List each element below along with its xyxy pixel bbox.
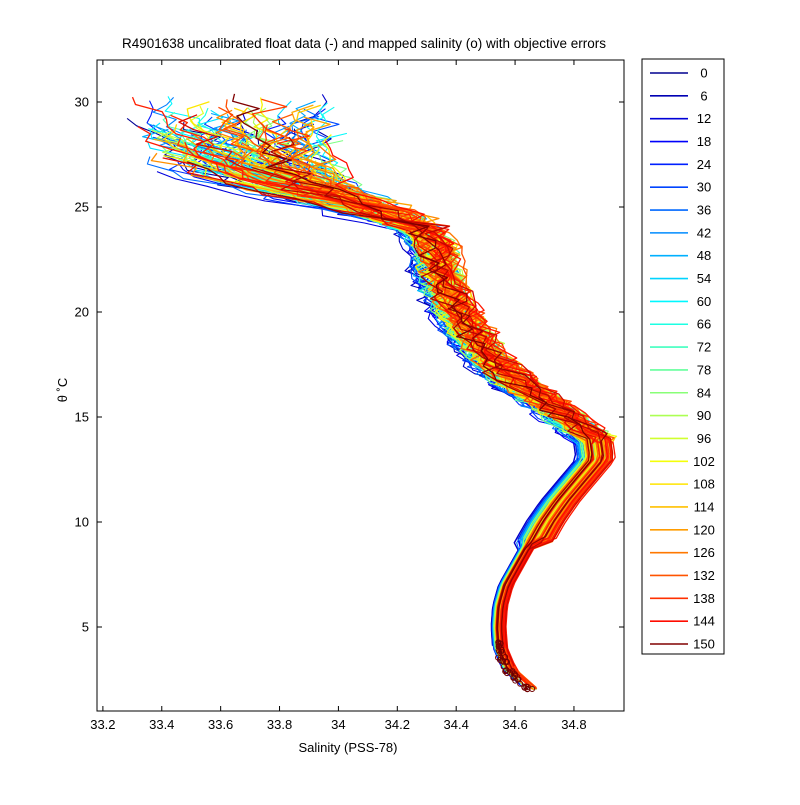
mapped-salinity-marker bbox=[496, 642, 503, 649]
profile-line bbox=[232, 93, 593, 676]
legend-label: 114 bbox=[694, 499, 715, 514]
chart-title: R4901638 uncalibrated float data (-) and… bbox=[122, 36, 606, 51]
axes-frame bbox=[96, 59, 625, 712]
y-tick-label: 30 bbox=[75, 95, 89, 110]
profile-line bbox=[178, 114, 614, 667]
legend-label: 12 bbox=[697, 111, 711, 126]
mapped-salinity-marker bbox=[524, 685, 531, 692]
legend-label: 18 bbox=[697, 134, 711, 149]
legend-label: 126 bbox=[693, 545, 715, 560]
profile-line bbox=[137, 126, 616, 671]
legend-box bbox=[641, 58, 725, 655]
legend-label: 60 bbox=[697, 294, 711, 309]
legend-label: 132 bbox=[693, 568, 715, 583]
legend-label: 150 bbox=[693, 637, 715, 652]
legend-label: 66 bbox=[697, 317, 711, 332]
legend-label: 96 bbox=[697, 431, 711, 446]
legend-label: 144 bbox=[693, 614, 715, 629]
legend-label: 36 bbox=[697, 203, 711, 218]
y-tick-label: 25 bbox=[75, 200, 89, 215]
mapped-salinity-marker bbox=[504, 658, 511, 665]
legend-label: 72 bbox=[697, 340, 711, 355]
legend-label: 90 bbox=[697, 408, 711, 423]
legend-label: 54 bbox=[697, 271, 711, 286]
mapped-salinity-marker bbox=[498, 648, 505, 655]
legend-label: 6 bbox=[700, 88, 707, 103]
x-axis-ticks: 33.2 33.4 33.6 33.8 34 34.2 34.4 34.6 34.8 bbox=[90, 60, 587, 732]
legend: 0 6 12 18 24 30 36 42 48 54 60 66 72 78 84 90 96 102 108 11… bbox=[641, 58, 725, 655]
mapped-salinity-marker bbox=[521, 684, 528, 691]
mapped-salinity-marker bbox=[510, 674, 517, 681]
legend-label: 42 bbox=[697, 225, 711, 240]
x-tick-label: 33.4 bbox=[149, 717, 174, 732]
mapped-salinity-marker bbox=[495, 643, 502, 650]
y-tick-label: 20 bbox=[75, 305, 89, 320]
mapped-salinity-marker bbox=[500, 657, 507, 664]
x-tick-label: 33.8 bbox=[267, 717, 292, 732]
legend-label: 0 bbox=[700, 66, 707, 81]
legend-label: 102 bbox=[693, 454, 715, 469]
y-tick-label: 5 bbox=[82, 620, 89, 635]
legend-label: 138 bbox=[693, 591, 715, 606]
y-axis-ticks: 5 10 15 20 25 30 bbox=[75, 95, 624, 635]
legend-label: 78 bbox=[697, 362, 711, 377]
y-tick-label: 15 bbox=[75, 410, 89, 425]
legend-label: 24 bbox=[697, 157, 711, 172]
mapped-salinity-marker bbox=[500, 663, 507, 670]
legend-label: 84 bbox=[697, 385, 711, 400]
x-tick-label: 34 bbox=[331, 717, 345, 732]
legend-label: 108 bbox=[693, 477, 715, 492]
x-tick-label: 33.6 bbox=[208, 717, 233, 732]
mapped-salinity-marker bbox=[517, 680, 524, 687]
x-tick-label: 33.2 bbox=[90, 717, 115, 732]
x-tick-label: 34.2 bbox=[385, 717, 410, 732]
x-tick-label: 34.6 bbox=[502, 717, 527, 732]
x-axis-label: Salinity (PSS-78) bbox=[299, 740, 398, 755]
profiles-layer bbox=[126, 93, 618, 693]
y-tick-label: 10 bbox=[75, 515, 89, 530]
x-tick-label: 34.8 bbox=[561, 717, 586, 732]
legend-label: 48 bbox=[697, 248, 711, 263]
legend-label: 120 bbox=[693, 522, 715, 537]
y-axis-label: θ ˚C bbox=[55, 378, 70, 403]
x-tick-label: 34.4 bbox=[444, 717, 469, 732]
legend-label: 30 bbox=[697, 180, 711, 195]
